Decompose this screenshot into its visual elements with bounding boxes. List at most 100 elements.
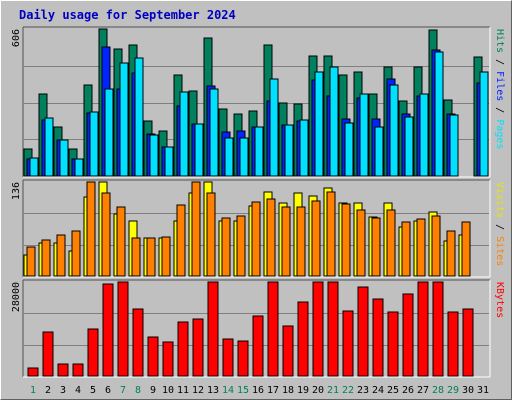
bar-kbytes-day-11	[177, 321, 189, 377]
bar-kbytes-day-24	[372, 298, 384, 377]
bar-pages-day-20	[314, 71, 324, 177]
y-max-label-visits: 136	[11, 182, 22, 200]
x-tick-label: 3	[60, 385, 66, 396]
bar-sites-day-24	[371, 217, 381, 277]
bar-pages-day-29	[449, 114, 459, 177]
bar-sites-day-22	[341, 203, 351, 277]
bar-pages-day-15	[239, 137, 249, 177]
bar-pages-day-4	[74, 158, 84, 177]
x-tick-label: 15	[237, 385, 249, 396]
x-tick-label: 28	[432, 385, 444, 396]
x-tick-label: 12	[192, 385, 204, 396]
bar-pages-day-1	[29, 157, 39, 177]
bar-kbytes-day-4	[72, 363, 84, 377]
bar-pages-day-23	[359, 93, 369, 177]
bar-sites-day-9	[146, 237, 156, 277]
x-tick-label: 8	[135, 385, 141, 396]
bar-sites-day-28	[431, 215, 441, 277]
x-tick-label: 29	[447, 385, 459, 396]
legend-segment: /	[494, 53, 505, 71]
bar-kbytes-day-18	[282, 325, 294, 377]
bar-pages-day-9	[149, 134, 159, 177]
bar-kbytes-day-21	[327, 281, 339, 377]
bar-pages-day-25	[389, 84, 399, 177]
legend-segment: Sites	[494, 236, 505, 266]
bar-pages-day-12	[194, 123, 204, 177]
bar-kbytes-day-15	[237, 340, 249, 377]
bar-sites-day-12	[191, 181, 201, 277]
bar-sites-day-2	[41, 239, 51, 277]
chart-title: Daily usage for September 2024	[19, 8, 236, 22]
bar-sites-day-29	[446, 230, 456, 277]
bar-sites-day-27	[416, 218, 426, 277]
bar-pages-day-3	[59, 139, 69, 177]
bar-kbytes-day-22	[342, 310, 354, 377]
bar-pages-day-14	[224, 137, 234, 177]
bar-pages-day-18	[284, 124, 294, 177]
x-tick-label: 9	[150, 385, 156, 396]
bar-pages-day-6	[104, 88, 114, 177]
bar-sites-day-21	[326, 191, 336, 277]
bar-kbytes-day-28	[432, 281, 444, 377]
x-tick-label: 6	[105, 385, 111, 396]
bar-sites-day-23	[356, 209, 366, 277]
bar-kbytes-day-17	[267, 281, 279, 377]
bar-pages-day-10	[164, 146, 174, 177]
bar-pages-day-2	[44, 117, 54, 177]
y-max-label-hits: 606	[11, 29, 22, 47]
bar-sites-day-7	[116, 206, 126, 277]
bar-sites-day-6	[101, 192, 111, 277]
x-tick-label: 25	[387, 385, 399, 396]
x-tick-label: 30	[462, 385, 474, 396]
bar-kbytes-day-16	[252, 315, 264, 377]
x-tick-label: 5	[90, 385, 96, 396]
bar-kbytes-day-8	[132, 308, 144, 377]
x-tick-label: 13	[207, 385, 219, 396]
bar-pages-day-19	[299, 119, 309, 177]
bar-kbytes-day-2	[42, 331, 54, 377]
bar-sites-day-4	[71, 230, 81, 277]
bar-sites-day-16	[251, 201, 261, 277]
bar-sites-day-8	[131, 237, 141, 277]
x-tick-label: 17	[267, 385, 279, 396]
bar-sites-day-25	[386, 209, 396, 277]
bar-kbytes-day-26	[402, 293, 414, 377]
x-tick-label: 24	[372, 385, 384, 396]
bar-kbytes-day-10	[162, 341, 174, 377]
x-tick-label: 1	[30, 385, 36, 396]
x-tick-label: 14	[222, 385, 234, 396]
x-tick-label: 21	[327, 385, 339, 396]
bar-pages-day-13	[209, 88, 219, 177]
bar-sites-day-30	[461, 221, 471, 277]
bar-sites-day-13	[206, 192, 216, 277]
bar-sites-day-26	[401, 221, 411, 277]
x-tick-label: 19	[297, 385, 309, 396]
x-tick-label: 2	[45, 385, 51, 396]
legend-segment: Files	[494, 71, 505, 101]
legend-segment: Visits	[494, 182, 505, 218]
x-tick-label: 18	[282, 385, 294, 396]
x-tick-label: 31	[477, 385, 489, 396]
bar-kbytes-day-1	[27, 367, 39, 377]
x-tick-label: 26	[402, 385, 414, 396]
legend-label-hits: Hits / Files / Pages	[494, 29, 505, 149]
x-tick-label: 20	[312, 385, 324, 396]
bar-pages-day-5	[89, 111, 99, 177]
legend-segment: KBytes	[494, 282, 505, 318]
x-tick-label: 16	[252, 385, 264, 396]
bar-sites-day-11	[176, 204, 186, 277]
x-tick-label: 11	[177, 385, 189, 396]
bar-pages-day-24	[374, 126, 384, 177]
x-tick-label: 4	[75, 385, 81, 396]
bar-sites-day-5	[86, 181, 96, 277]
bar-kbytes-day-27	[417, 281, 429, 377]
legend-label-kbytes: KBytes	[494, 282, 505, 318]
legend-segment: Hits	[494, 29, 505, 53]
y-max-label-kbytes: 28000	[11, 282, 22, 312]
bar-kbytes-day-5	[87, 328, 99, 377]
bar-kbytes-day-6	[102, 283, 114, 377]
bar-sites-day-19	[296, 206, 306, 277]
bar-kbytes-day-23	[357, 286, 369, 377]
bar-sites-day-18	[281, 206, 291, 277]
bar-pages-day-31	[479, 71, 489, 177]
